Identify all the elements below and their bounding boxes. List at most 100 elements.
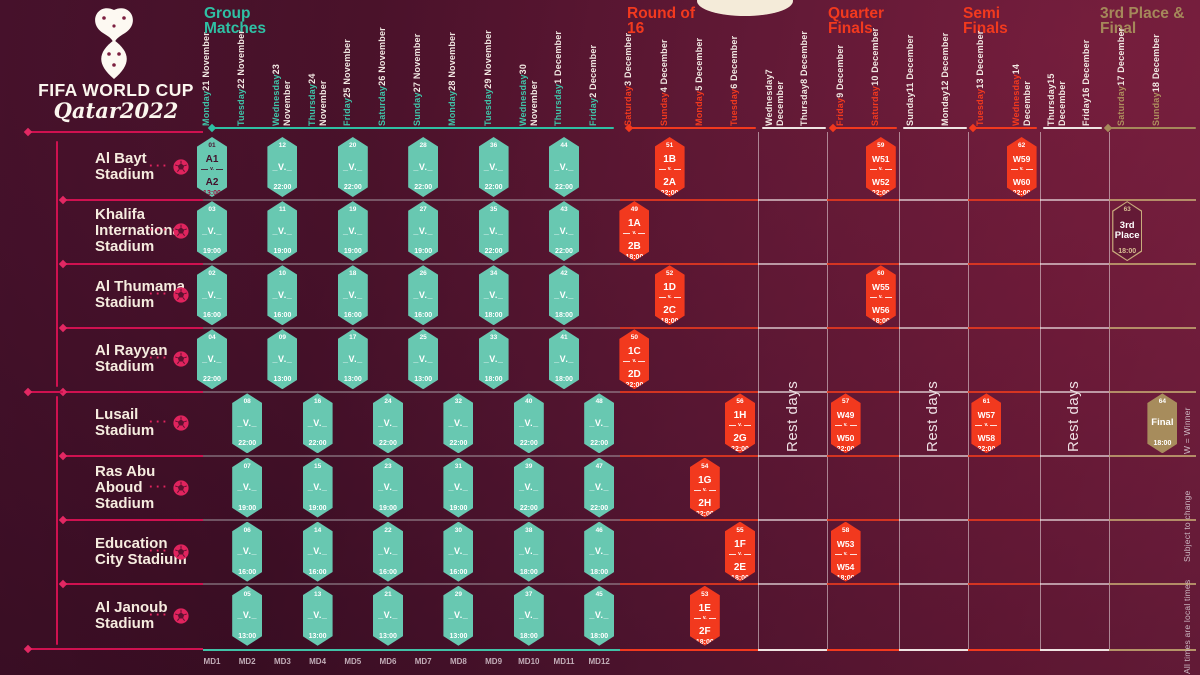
- match-56[interactable]: 56 1H v. 2G 22:00: [725, 393, 755, 454]
- match-number: 55: [736, 526, 744, 534]
- match-03[interactable]: 03 _V._ 19:00: [197, 201, 227, 262]
- match-teams: W55 v. W56: [869, 277, 892, 318]
- match-63[interactable]: 63 3rd Place 18:00: [1112, 201, 1143, 262]
- match-teams: _V._: [518, 482, 539, 492]
- match-time: 22:00: [343, 184, 362, 191]
- match-51[interactable]: 51 1B v. 2A 22:00: [654, 137, 685, 197]
- match-12[interactable]: 12 _V._ 22:00: [267, 137, 298, 197]
- match-43[interactable]: 43 _V._ 22:00: [549, 201, 579, 262]
- match-26[interactable]: 26 _V._ 16:00: [408, 265, 439, 326]
- match-teams: W59 v. W60: [1010, 149, 1033, 190]
- column-date: 25 November: [341, 39, 352, 98]
- match-16[interactable]: 16 _V._ 22:00: [302, 393, 333, 454]
- column-day: Thursday: [799, 83, 810, 126]
- ellipsis-dots-icon: ···: [149, 286, 170, 302]
- match-10[interactable]: 10 _V._ 16:00: [267, 265, 298, 326]
- match-24[interactable]: 24 _V._ 22:00: [373, 393, 403, 454]
- match-21[interactable]: 21 _V._ 13:00: [373, 585, 403, 646]
- row-divider: [1040, 263, 1109, 265]
- match-09[interactable]: 09 _V._ 13:00: [267, 329, 298, 390]
- match-49[interactable]: 49 1A v. 2B 18:00: [619, 201, 650, 262]
- column-day: Wednesday: [764, 74, 775, 126]
- match-64[interactable]: 64 Final 18:00: [1147, 393, 1178, 454]
- match-58[interactable]: 58 W53 v. W54 18:00: [830, 521, 861, 582]
- row-divider: [899, 263, 968, 265]
- match-39[interactable]: 39 _V._ 22:00: [513, 457, 544, 518]
- match-time: 18:00: [519, 568, 538, 576]
- match-60[interactable]: 60 W55 v. W56 18:00: [865, 265, 896, 326]
- match-31[interactable]: 31 _V._ 19:00: [443, 457, 474, 518]
- match-19[interactable]: 19 _V._ 19:00: [337, 201, 368, 262]
- match-04[interactable]: 04 _V._ 22:00: [197, 329, 227, 390]
- match-33[interactable]: 33 _V._ 18:00: [478, 329, 509, 390]
- match-27[interactable]: 27 _V._ 19:00: [408, 201, 439, 262]
- match-38[interactable]: 38 _V._ 18:00: [513, 521, 544, 582]
- match-41[interactable]: 41 _V._ 18:00: [549, 329, 579, 390]
- match-teams: _V._: [554, 161, 574, 172]
- match-48[interactable]: 48 _V._ 22:00: [584, 393, 615, 454]
- match-55[interactable]: 55 1F v. 2E 18:00: [725, 521, 755, 582]
- match-32[interactable]: 32 _V._ 22:00: [443, 393, 474, 454]
- match-35[interactable]: 35 _V._ 22:00: [478, 201, 509, 262]
- match-53[interactable]: 53 1E v. 2F 18:00: [689, 585, 720, 646]
- match-time: 19:00: [343, 248, 362, 256]
- date-column: Monday28 November: [447, 26, 458, 126]
- date-column: Saturday17 December: [1116, 26, 1127, 126]
- match-14[interactable]: 14 _V._ 16:00: [302, 521, 333, 582]
- match-07[interactable]: 07 _V._ 19:00: [232, 457, 263, 518]
- match-01[interactable]: 01 A1 v. A2 13:00: [197, 137, 227, 197]
- match-time: 22:00: [977, 446, 996, 454]
- date-column: Thursday24 November: [307, 26, 329, 126]
- match-52[interactable]: 52 1D v. 2C 18:00: [654, 265, 685, 326]
- match-number: 64: [1158, 398, 1166, 406]
- match-62[interactable]: 62 W59 v. W60 22:00: [1006, 137, 1037, 197]
- match-number: 13: [313, 590, 322, 598]
- match-59[interactable]: 59 W51 v. W52 22:00: [865, 137, 896, 197]
- match-46[interactable]: 46 _V._ 18:00: [584, 521, 615, 582]
- match-54[interactable]: 54 1G v. 2H 22:00: [689, 457, 720, 518]
- match-15[interactable]: 15 _V._ 19:00: [302, 457, 333, 518]
- row-divider: [899, 455, 968, 457]
- match-13[interactable]: 13 _V._ 13:00: [302, 585, 333, 646]
- column-date: 3 December: [623, 32, 634, 86]
- match-number: 16: [313, 398, 322, 406]
- match-22[interactable]: 22 _V._ 16:00: [373, 521, 403, 582]
- match-30[interactable]: 30 _V._ 16:00: [443, 521, 474, 582]
- match-29[interactable]: 29 _V._ 13:00: [443, 585, 474, 646]
- match-number: 42: [560, 270, 568, 278]
- stadium-label: Ras Abu Aboud Stadium: [95, 462, 156, 512]
- match-18[interactable]: 18 _V._ 16:00: [337, 265, 368, 326]
- match-20[interactable]: 20 _V._ 22:00: [337, 137, 368, 197]
- match-11[interactable]: 11 _V._ 19:00: [267, 201, 298, 262]
- match-23[interactable]: 23 _V._ 19:00: [373, 457, 403, 518]
- row-divider: [758, 327, 827, 329]
- match-47[interactable]: 47 _V._ 22:00: [584, 457, 615, 518]
- matchday-label: MD12: [588, 657, 610, 666]
- match-08[interactable]: 08 _V._ 22:00: [232, 393, 263, 454]
- match-teams: _V._: [589, 610, 610, 621]
- column-day: Friday: [1081, 97, 1091, 126]
- match-42[interactable]: 42 _V._ 18:00: [549, 265, 579, 326]
- match-36[interactable]: 36 _V._ 22:00: [478, 137, 509, 197]
- match-time: 18:00: [1118, 248, 1137, 256]
- row-divider: [827, 455, 899, 457]
- match-61[interactable]: 61 W57 v. W58 22:00: [971, 393, 1002, 454]
- match-50[interactable]: 50 1C v. 2D 22:00: [619, 329, 650, 390]
- match-34[interactable]: 34 _V._ 18:00: [478, 265, 509, 326]
- match-37[interactable]: 37 _V._ 18:00: [513, 585, 544, 646]
- column-date: 8 December: [799, 30, 810, 84]
- line-diamond: [58, 195, 68, 205]
- match-02[interactable]: 02 _V._ 16:00: [197, 265, 227, 326]
- match-number: 48: [595, 398, 603, 406]
- match-40[interactable]: 40 _V._ 22:00: [513, 393, 544, 454]
- match-44[interactable]: 44 _V._ 22:00: [549, 137, 579, 197]
- column-date: 21 November: [201, 32, 211, 91]
- match-28[interactable]: 28 _V._ 22:00: [408, 137, 439, 197]
- match-57[interactable]: 57 W49 v. W50 22:00: [830, 393, 861, 454]
- match-17[interactable]: 17 _V._ 13:00: [337, 329, 368, 390]
- match-05[interactable]: 05 _V._ 13:00: [232, 585, 263, 646]
- match-number: 09: [278, 334, 286, 342]
- match-25[interactable]: 25 _V._ 13:00: [408, 329, 439, 390]
- match-45[interactable]: 45 _V._ 18:00: [584, 585, 615, 646]
- match-06[interactable]: 06 _V._ 16:00: [232, 521, 263, 582]
